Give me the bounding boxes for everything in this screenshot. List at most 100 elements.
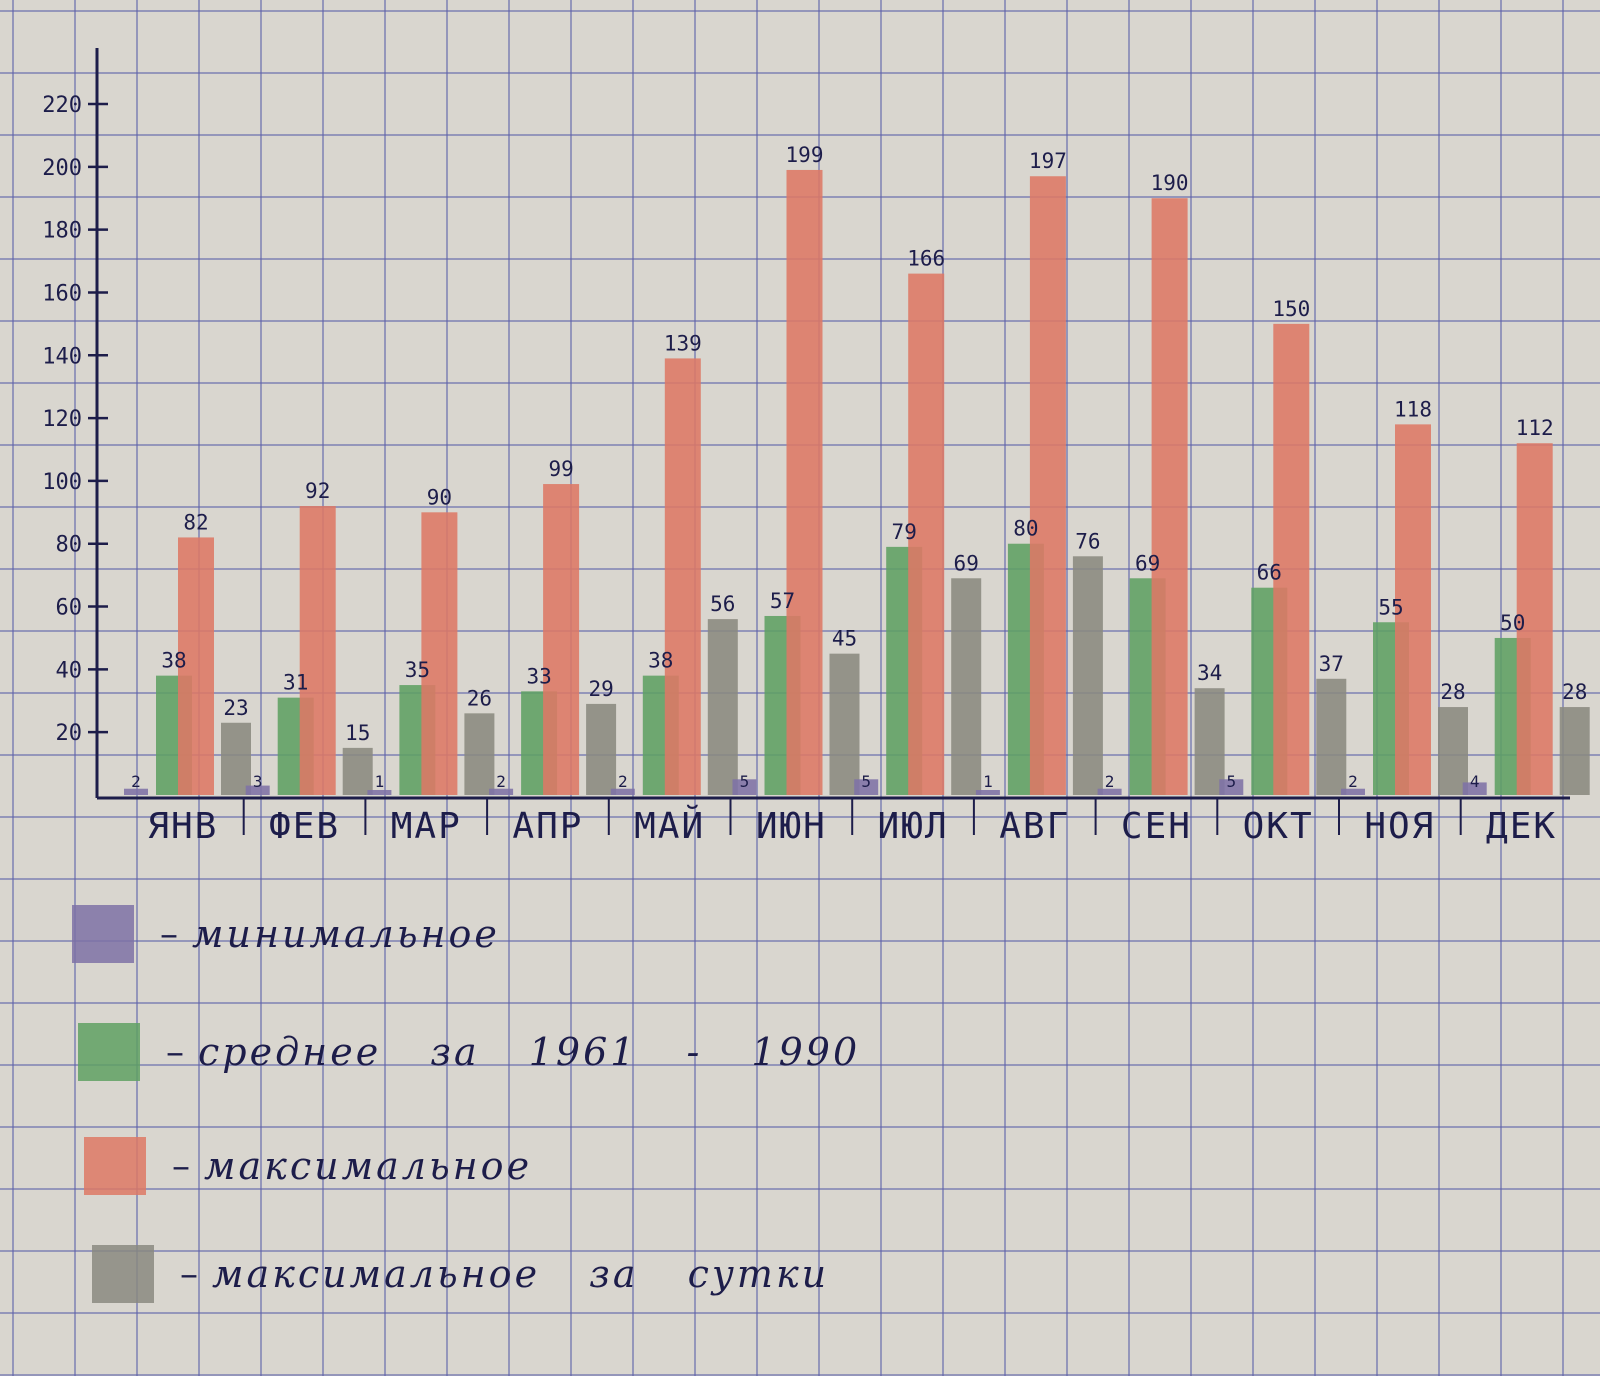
bar bbox=[1194, 688, 1225, 795]
bar bbox=[1219, 779, 1244, 795]
data-label: 55 bbox=[1378, 595, 1403, 619]
bar bbox=[707, 619, 738, 795]
data-label: 66 bbox=[1257, 561, 1282, 585]
bar bbox=[854, 779, 879, 795]
bar bbox=[1273, 323, 1310, 795]
data-label: 139 bbox=[664, 331, 702, 355]
legend-swatch bbox=[72, 905, 134, 963]
data-label: 45 bbox=[832, 627, 857, 651]
data-label: 99 bbox=[548, 457, 573, 481]
data-label: 5 bbox=[1226, 772, 1236, 791]
y-tick-label: 80 bbox=[56, 533, 83, 558]
legend-label-max: максимальное bbox=[204, 1144, 533, 1188]
data-label: 15 bbox=[345, 721, 370, 745]
bar bbox=[1516, 443, 1553, 795]
bar bbox=[178, 537, 214, 795]
data-label: 28 bbox=[1440, 680, 1465, 704]
data-label: 33 bbox=[526, 664, 551, 688]
x-tick-label: МАР bbox=[391, 806, 462, 847]
data-label: 26 bbox=[467, 686, 492, 710]
category-separators-layer bbox=[242, 798, 1462, 835]
data-label: 82 bbox=[183, 510, 208, 534]
legend-swatch bbox=[84, 1137, 146, 1195]
bar bbox=[975, 790, 1000, 795]
data-label: 112 bbox=[1516, 416, 1554, 440]
bar bbox=[664, 358, 701, 795]
bar bbox=[786, 169, 823, 795]
y-tick-label: 140 bbox=[42, 344, 82, 369]
bar bbox=[732, 779, 757, 795]
legend-label-min: минимальное bbox=[192, 912, 500, 956]
bar bbox=[586, 703, 617, 795]
data-label: 23 bbox=[223, 696, 248, 720]
bar bbox=[908, 273, 945, 795]
bar bbox=[245, 785, 270, 795]
legend-item: – минимальное bbox=[72, 905, 500, 963]
data-label: 34 bbox=[1197, 661, 1222, 685]
bar bbox=[342, 747, 373, 795]
x-tick-label: СЕН bbox=[1121, 806, 1192, 847]
data-label: 166 bbox=[907, 247, 945, 271]
bar bbox=[610, 788, 635, 795]
y-tick-label: 220 bbox=[42, 93, 82, 118]
legend-swatch bbox=[78, 1023, 140, 1081]
bar bbox=[1462, 782, 1487, 795]
bar-chart: 2388223331921513590262339929238139565571… bbox=[42, 48, 1590, 847]
legend-label-mean: среднее за 1961 - 1990 bbox=[198, 1030, 861, 1074]
bar bbox=[367, 790, 392, 795]
x-tick-label: ИЮЛ bbox=[878, 806, 949, 847]
y-tick-label: 60 bbox=[56, 596, 83, 621]
x-tick-label: ДЕК bbox=[1486, 806, 1557, 847]
data-label: 197 bbox=[1029, 149, 1067, 173]
legend-dash: – bbox=[160, 913, 178, 955]
x-labels-layer: ЯНВ ФЕВ МАР АПР МАЙ ИЮН ИЮЛ АВГ СЕН ОКТ НОЯ ДЕК bbox=[147, 805, 1557, 847]
x-tick-label: ФЕВ bbox=[269, 806, 340, 847]
x-tick-label: НОЯ bbox=[1364, 806, 1435, 847]
data-label: 1 bbox=[983, 772, 993, 791]
bar bbox=[1316, 678, 1347, 795]
legend-dash: – bbox=[180, 1253, 198, 1295]
x-tick-label: МАЙ bbox=[634, 805, 705, 847]
legend-item: – среднее за 1961 - 1990 bbox=[78, 1023, 860, 1081]
data-label: 35 bbox=[405, 658, 430, 682]
data-label: 2 bbox=[1105, 772, 1115, 791]
data-label: 57 bbox=[770, 589, 795, 613]
bar bbox=[543, 484, 580, 795]
data-label: 190 bbox=[1151, 171, 1189, 195]
bar bbox=[1395, 424, 1431, 795]
x-tick-label: АВГ bbox=[999, 806, 1070, 847]
bar bbox=[951, 578, 982, 795]
y-tick-label: 180 bbox=[42, 219, 82, 244]
bar bbox=[124, 788, 148, 795]
data-label: 38 bbox=[648, 649, 673, 673]
data-label: 76 bbox=[1075, 529, 1100, 553]
y-tick-label: 20 bbox=[56, 721, 83, 746]
data-label: 92 bbox=[305, 479, 330, 503]
y-tick-label: 120 bbox=[42, 407, 82, 432]
y-ticks-layer: 20 40 60 80 100 120 140 160 180 200 220 bbox=[42, 93, 108, 746]
x-tick-label: ЯНВ bbox=[147, 806, 218, 847]
y-tick-label: 100 bbox=[42, 470, 82, 495]
data-label: 1 bbox=[375, 772, 385, 791]
data-label: 69 bbox=[1135, 551, 1160, 575]
bar bbox=[1097, 788, 1122, 795]
x-tick-label: ОКТ bbox=[1243, 806, 1314, 847]
bar bbox=[299, 506, 336, 795]
y-tick-label: 200 bbox=[42, 156, 82, 181]
bar bbox=[221, 722, 251, 795]
bar bbox=[489, 788, 514, 795]
data-label: 2 bbox=[496, 772, 506, 791]
data-label: 2 bbox=[131, 772, 141, 791]
data-label: 90 bbox=[427, 485, 452, 509]
legend-label-max-day: максимальное за сутки bbox=[212, 1252, 830, 1296]
data-label: 4 bbox=[1470, 772, 1480, 791]
data-label: 2 bbox=[618, 772, 628, 791]
legend-dash: – bbox=[172, 1145, 190, 1187]
legend-swatch bbox=[92, 1245, 154, 1303]
legend-item: – максимальное за сутки bbox=[92, 1245, 829, 1303]
bar bbox=[1438, 707, 1468, 795]
bar bbox=[1559, 707, 1590, 795]
data-label: 79 bbox=[892, 520, 917, 544]
bar bbox=[1072, 556, 1103, 795]
data-label: 80 bbox=[1013, 517, 1038, 541]
